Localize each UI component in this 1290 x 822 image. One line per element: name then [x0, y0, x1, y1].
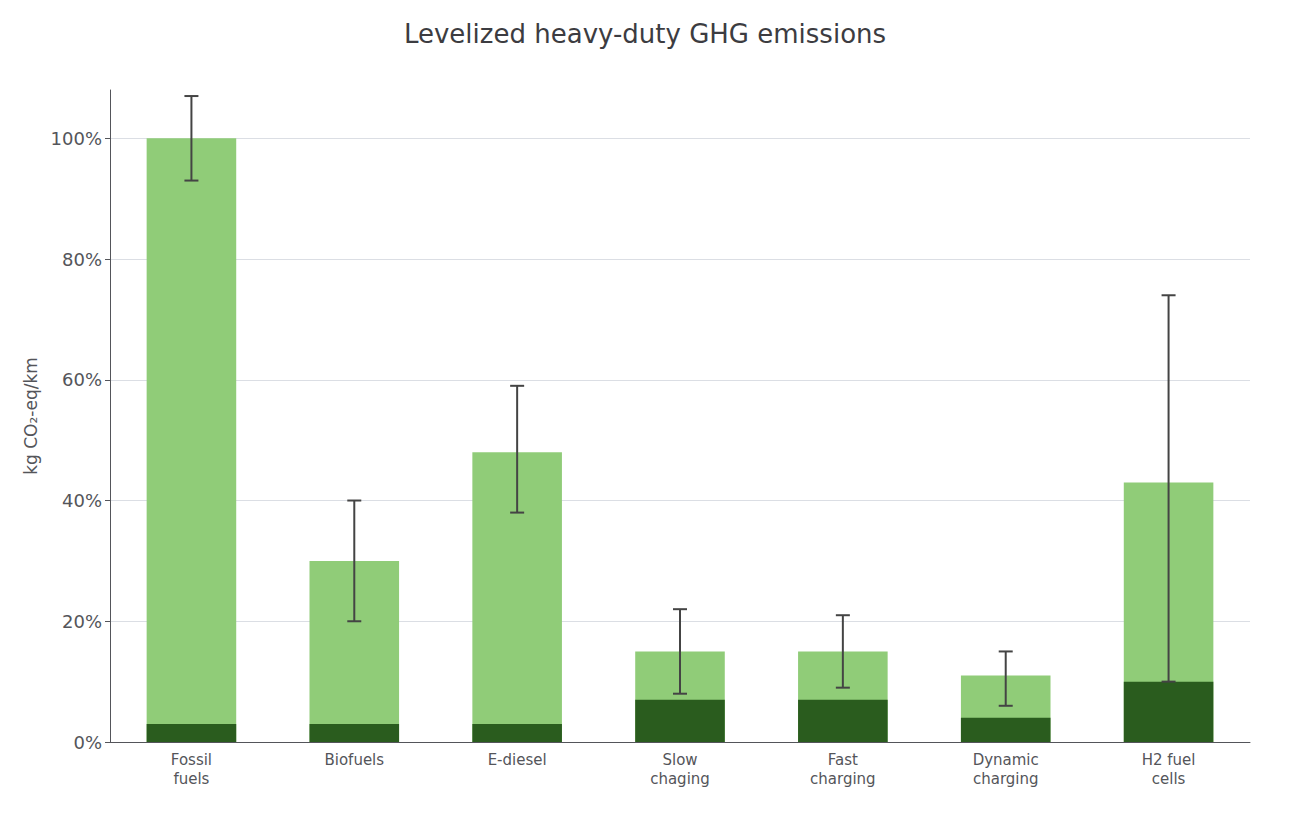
svg-text:kg CO₂-eq/km: kg CO₂-eq/km — [21, 357, 41, 475]
svg-text:100%: 100% — [51, 128, 102, 149]
svg-text:40%: 40% — [62, 490, 102, 511]
svg-text:Fast: Fast — [828, 751, 858, 769]
svg-text:0%: 0% — [73, 732, 102, 753]
svg-text:80%: 80% — [62, 249, 102, 270]
svg-text:Dynamic: Dynamic — [973, 751, 1039, 769]
svg-text:chaging: chaging — [650, 770, 710, 788]
svg-text:E-diesel: E-diesel — [488, 751, 547, 769]
svg-text:Slow: Slow — [662, 751, 697, 769]
svg-text:Biofuels: Biofuels — [324, 751, 384, 769]
svg-text:Fossil: Fossil — [171, 751, 212, 769]
svg-text:20%: 20% — [62, 611, 102, 632]
svg-text:cells: cells — [1152, 770, 1186, 788]
svg-text:charging: charging — [810, 770, 876, 788]
svg-text:charging: charging — [973, 770, 1039, 788]
svg-text:fuels: fuels — [173, 770, 209, 788]
svg-text:60%: 60% — [62, 369, 102, 390]
svg-text:Levelized heavy-duty GHG emiss: Levelized heavy-duty GHG emissions — [404, 19, 886, 49]
svg-text:H2 fuel: H2 fuel — [1142, 751, 1196, 769]
